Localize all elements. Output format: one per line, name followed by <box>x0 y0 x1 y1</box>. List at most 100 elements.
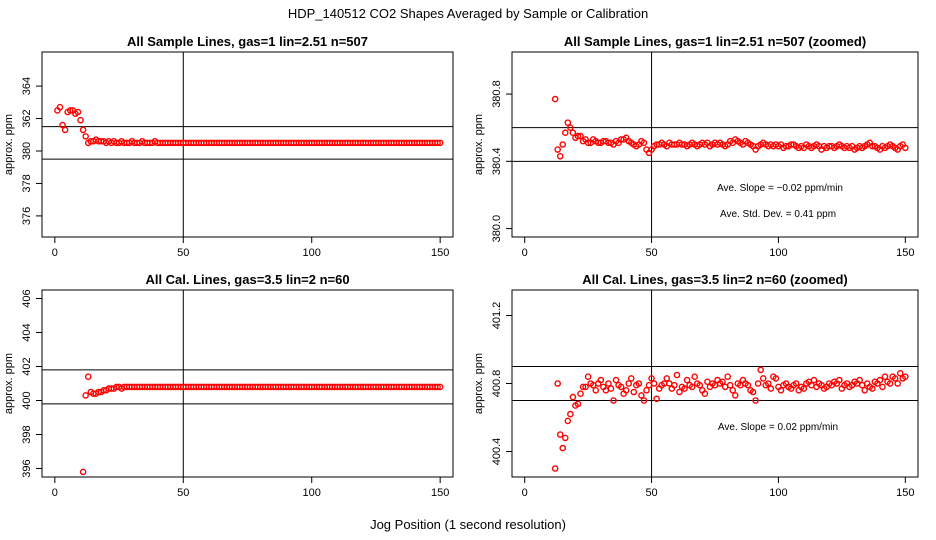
x-tick-label: 150 <box>431 487 449 499</box>
data-point <box>777 386 785 394</box>
data-point <box>561 434 569 442</box>
x-tick-label: 100 <box>769 247 787 259</box>
chart-panel-2: All Sample Lines, gas=1 lin=2.51 n=507 (… <box>473 34 919 259</box>
chart-title: All Sample Lines, gas=1 lin=2.51 n=507 (… <box>564 34 866 49</box>
data-point <box>84 373 92 381</box>
annotation-text: Ave. Slope = −0.02 ppm/min <box>717 183 843 194</box>
data-point <box>612 376 620 384</box>
x-tick-label: 0 <box>52 487 58 499</box>
data-point <box>653 395 660 403</box>
data-point <box>861 386 869 394</box>
data-point <box>650 380 658 387</box>
data-point <box>640 397 648 404</box>
data-point <box>627 375 635 382</box>
y-tick-label: 380.8 <box>491 80 503 108</box>
data-point <box>759 375 767 382</box>
data-point <box>554 380 561 387</box>
y-tick-label: 376 <box>21 207 33 225</box>
x-tick-label: 0 <box>522 487 528 499</box>
data-point <box>610 397 617 404</box>
data-point <box>569 393 577 401</box>
y-tick-label: 400.8 <box>491 370 503 398</box>
data-point <box>436 139 444 147</box>
data-point <box>663 375 671 382</box>
data-point <box>648 375 655 382</box>
data-point <box>902 144 909 152</box>
data-point <box>891 375 899 382</box>
chart-title: All Sample Lines, gas=1 lin=2.51 n=507 <box>127 34 368 49</box>
x-tick-label: 50 <box>645 247 657 259</box>
y-tick-label: 402 <box>21 357 33 375</box>
y-tick-label: 380.4 <box>491 148 503 176</box>
data-point <box>764 380 772 387</box>
data-point <box>582 383 589 391</box>
y-tick-label: 364 <box>21 77 33 95</box>
data-point <box>74 108 82 116</box>
data-point <box>79 126 87 134</box>
data-points <box>79 373 444 476</box>
y-axis-label: approx. ppm <box>3 353 15 414</box>
data-point <box>836 376 843 384</box>
data-point <box>724 373 731 381</box>
data-point <box>61 126 69 134</box>
data-point <box>567 124 574 131</box>
data-point <box>691 373 699 381</box>
data-point <box>726 381 734 389</box>
chart-panel-3: All Cal. Lines, gas=3.5 lin=2 n=60 0 50 100… <box>3 272 454 499</box>
y-tick-label: 380 <box>21 142 33 160</box>
data-point <box>640 139 648 147</box>
y-tick-label: 378 <box>21 174 33 192</box>
y-tick-label: 401.2 <box>491 302 503 330</box>
data-point <box>66 107 74 114</box>
data-point <box>635 380 643 387</box>
data-point <box>569 129 577 137</box>
y-axis-label: approx. ppm <box>3 114 15 175</box>
data-point <box>561 129 569 137</box>
data-point <box>696 381 704 389</box>
chart-panel-1: All Sample Lines, gas=1 lin=2.51 n=507 0 5… <box>3 34 454 259</box>
data-point <box>559 141 567 148</box>
data-point <box>556 152 564 160</box>
x-tick-label: 100 <box>769 487 787 499</box>
data-point <box>732 392 739 399</box>
x-tick-label: 0 <box>522 247 528 259</box>
annotation-text: Ave. Std. Dev. = 0.41 ppm <box>720 209 836 220</box>
data-point <box>856 376 863 384</box>
data-point <box>554 146 561 153</box>
plot-frame <box>511 51 919 238</box>
data-point <box>719 378 726 386</box>
data-points <box>54 103 444 147</box>
panels: All Sample Lines, gas=1 lin=2.51 n=507 0 5… <box>3 34 919 499</box>
data-point <box>881 373 889 381</box>
data-point <box>676 388 683 396</box>
y-tick-label: 406 <box>21 289 33 307</box>
data-point <box>551 465 559 472</box>
data-point <box>792 380 800 387</box>
x-tick-label: 150 <box>896 247 914 259</box>
x-tick-label: 50 <box>177 487 189 499</box>
data-points <box>551 95 909 160</box>
data-point <box>671 381 678 389</box>
data-point <box>701 390 709 398</box>
y-tick-label: 404 <box>21 323 33 341</box>
x-tick-label: 100 <box>303 247 321 259</box>
data-point <box>886 380 894 387</box>
data-point <box>729 386 737 394</box>
y-tick-label: 362 <box>21 109 33 127</box>
data-point <box>896 369 904 377</box>
y-axis-label: approx. ppm <box>473 114 485 175</box>
data-point <box>673 371 681 379</box>
data-point <box>56 103 64 111</box>
y-tick-label: 400.4 <box>491 438 503 466</box>
data-point <box>577 132 584 140</box>
data-point <box>77 116 84 124</box>
figure-suptitle: HDP_140512 CO2 Shapes Averaged by Sample… <box>288 6 648 21</box>
data-point <box>757 366 764 374</box>
x-tick-label: 100 <box>303 487 321 499</box>
data-point <box>643 386 650 394</box>
data-point <box>605 380 612 387</box>
data-point <box>749 388 757 396</box>
data-point <box>638 392 645 399</box>
plot-frame <box>41 289 454 478</box>
